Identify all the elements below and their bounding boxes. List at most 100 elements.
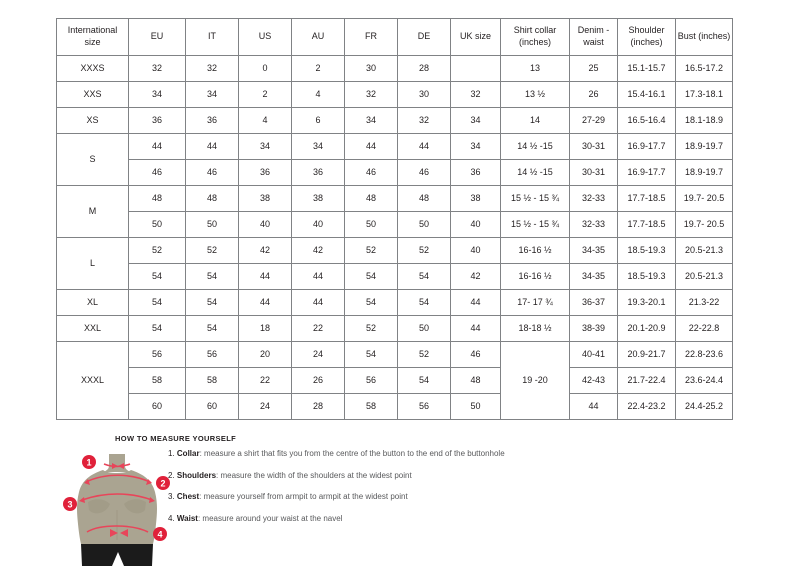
cell-bust: 23.6-24.4 xyxy=(675,367,733,394)
table-row: 60 60 24 28 58 56 50 44 22.4-23.2 24.4-2… xyxy=(57,393,733,420)
cell-denim-waist: 34-35 xyxy=(569,263,618,290)
cell-fr: 44 xyxy=(344,133,398,160)
column-header-denim-waist: Denim - waist xyxy=(569,18,618,56)
cell-denim-waist: 32-33 xyxy=(569,185,618,212)
cell-eu: 54 xyxy=(128,289,186,316)
instruction-number: 1. xyxy=(168,449,175,458)
instruction-number: 2. xyxy=(168,470,175,480)
table-row: XXXS 32 32 0 2 30 28 13 25 15.1-15.7 16.… xyxy=(56,55,733,82)
cell-it: 34 xyxy=(185,81,239,108)
measurement-instructions-list: 1. Collar: measure a shirt that fits you… xyxy=(168,450,728,536)
cell-shirt-collar: 15 ½ - 15 ¾ xyxy=(500,211,570,238)
cell-uk xyxy=(450,55,501,82)
cell-uk: 34 xyxy=(450,107,501,134)
cell-fr: 54 xyxy=(344,263,398,290)
table-row: XXXL 56 56 20 24 54 52 46 19 -20 40-41 2… xyxy=(56,341,733,420)
cell-uk: 36 xyxy=(450,159,501,186)
header-line-2: waist xyxy=(583,37,604,47)
column-header-shirt-collar: Shirt collar (inches) xyxy=(500,18,570,56)
size-chart-table: International size EU IT US AU FR DE UK … xyxy=(56,18,733,420)
cell-eu: 46 xyxy=(128,159,186,186)
cell-us: 38 xyxy=(238,185,292,212)
cell-uk: 42 xyxy=(450,263,501,290)
cell-it: 54 xyxy=(185,315,239,342)
cell-shoulder: 21.7-22.4 xyxy=(617,367,676,394)
cell-shirt-collar: 16-16 ½ xyxy=(500,237,570,264)
cell-bust: 18.1-18.9 xyxy=(675,107,733,134)
cell-fr: 52 xyxy=(344,237,398,264)
svg-text:3: 3 xyxy=(67,500,72,510)
cell-eu: 32 xyxy=(128,55,186,82)
cell-de: 50 xyxy=(397,211,451,238)
instruction-text: : measure yourself from armpit to armpit… xyxy=(199,492,408,501)
cell-au: 6 xyxy=(291,107,345,134)
cell-eu: 54 xyxy=(128,263,186,290)
marker-2: 2 xyxy=(156,476,170,490)
cell-us: 44 xyxy=(238,289,292,316)
cell-denim-waist: 27-29 xyxy=(569,107,618,134)
cell-uk: 40 xyxy=(450,211,501,238)
header-line-1: International xyxy=(67,25,118,36)
cell-us: 4 xyxy=(238,107,292,134)
column-header-international-size: International size xyxy=(56,18,129,56)
cell-au: 44 xyxy=(291,289,345,316)
cell-de: 44 xyxy=(397,133,451,160)
cell-de: 30 xyxy=(397,81,451,108)
table-row: 58 58 22 26 56 54 48 42-43 21.7-22.4 23.… xyxy=(57,367,733,394)
cell-bust: 16.5-17.2 xyxy=(675,55,733,82)
cell-uk: 48 xyxy=(450,367,501,394)
table-row: 50 50 40 40 50 50 40 15 ½ - 15 ¾ 32-33 1… xyxy=(57,211,733,238)
cell-au: 28 xyxy=(291,393,345,420)
cell-shirt-collar: 14 ½ -15 xyxy=(500,133,570,160)
column-header-au: AU xyxy=(291,18,345,56)
column-header-fr: FR xyxy=(344,18,398,56)
cell-fr: 54 xyxy=(344,341,398,368)
instruction-number: 4. xyxy=(168,513,175,523)
measurement-arrows xyxy=(79,463,155,537)
table-row: XXL 54 54 18 22 52 50 44 18-18 ½ 38-39 2… xyxy=(56,315,733,342)
cell-de: 46 xyxy=(397,159,451,186)
cell-au: 40 xyxy=(291,211,345,238)
table-header: International size EU IT US AU FR DE UK … xyxy=(56,18,733,56)
instruction-term: Collar xyxy=(176,449,200,458)
column-header-de: DE xyxy=(397,18,451,56)
torso-illustration: 1 2 3 4 xyxy=(63,454,170,566)
cell-us: 42 xyxy=(238,237,292,264)
cell-eu: 54 xyxy=(128,315,186,342)
cell-it: 36 xyxy=(185,107,239,134)
cell-us: 18 xyxy=(238,315,292,342)
cell-uk: 46 xyxy=(450,341,501,368)
cell-bust: 21.3-22 xyxy=(675,289,733,316)
cell-shirt-collar: 17- 17 ¾ xyxy=(500,289,570,316)
cell-de: 54 xyxy=(397,289,451,316)
cell-shoulder: 22.4-23.2 xyxy=(617,393,676,420)
cell-au: 42 xyxy=(291,237,345,264)
cell-it: 32 xyxy=(185,55,239,82)
cell-bust: 24.4-25.2 xyxy=(675,393,733,420)
cell-us: 24 xyxy=(238,393,292,420)
instruction-text: : measure a shirt that fits you from the… xyxy=(199,449,505,458)
cell-bust: 18.9-19.7 xyxy=(675,133,733,160)
instruction-term: Shoulders xyxy=(176,470,217,480)
cell-bust: 17.3-18.1 xyxy=(675,81,733,108)
cell-denim-waist: 34-35 xyxy=(569,237,618,264)
cell-de: 54 xyxy=(397,263,451,290)
cell-au: 22 xyxy=(291,315,345,342)
cell-us: 34 xyxy=(238,133,292,160)
cell-it: 60 xyxy=(185,393,239,420)
cell-it: 50 xyxy=(185,211,239,238)
marker-1: 1 xyxy=(82,455,96,469)
cell-uk: 34 xyxy=(450,133,501,160)
header-line-2: size xyxy=(84,37,101,47)
cell-au: 38 xyxy=(291,185,345,212)
cell-international-size: S xyxy=(56,133,129,186)
cell-fr: 58 xyxy=(344,393,398,420)
cell-shirt-collar: 16-16 ½ xyxy=(500,263,570,290)
cell-eu: 48 xyxy=(128,185,186,212)
cell-de: 48 xyxy=(397,185,451,212)
cell-de: 54 xyxy=(397,367,451,394)
cell-au: 36 xyxy=(291,159,345,186)
cell-eu: 44 xyxy=(128,133,186,160)
cell-denim-waist: 32-33 xyxy=(569,211,618,238)
cell-fr: 46 xyxy=(344,159,398,186)
